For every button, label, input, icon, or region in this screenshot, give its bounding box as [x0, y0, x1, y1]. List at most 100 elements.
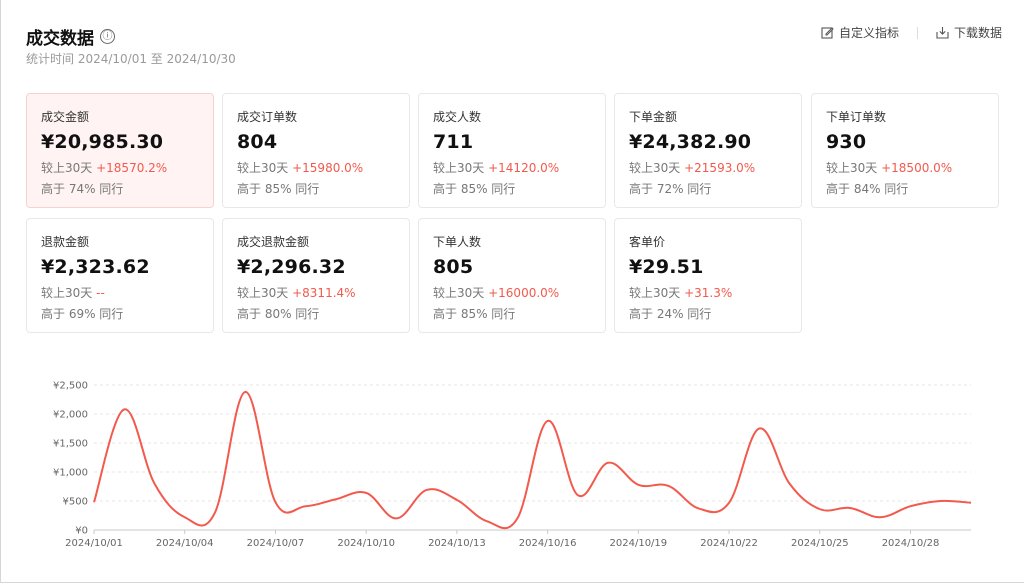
- metric-peer: 高于 69% 同行: [41, 307, 124, 321]
- data-point[interactable]: [605, 460, 611, 466]
- metric-card-refund-amount[interactable]: 退款金额 ¥2,323.62 较上30天 -- 高于 69% 同行: [26, 218, 214, 333]
- metric-peer: 高于 80% 同行: [237, 307, 320, 321]
- data-point[interactable]: [303, 503, 309, 509]
- metric-card-avg-order-value[interactable]: 客单价 ¥29.51 较上30天 +31.3% 高于 24% 同行: [614, 218, 802, 333]
- metric-delta: +21593.0%: [684, 161, 756, 175]
- metric-peer: 高于 84% 同行: [826, 182, 909, 196]
- data-point[interactable]: [363, 490, 369, 496]
- edit-icon: [821, 27, 834, 39]
- data-point[interactable]: [151, 481, 157, 487]
- data-point[interactable]: [817, 506, 823, 512]
- x-tick-label: 2024/10/22: [700, 538, 758, 549]
- metric-card-orders[interactable]: 成交订单数 804 较上30天 +15980.0% 高于 85% 同行: [222, 93, 410, 208]
- y-tick-label: ¥1,000: [53, 468, 88, 479]
- data-point[interactable]: [424, 487, 430, 493]
- page-title: 成交数据: [26, 29, 94, 49]
- info-icon[interactable]: ⓘ: [100, 29, 115, 44]
- metric-peer: 高于 72% 同行: [629, 182, 712, 196]
- data-point[interactable]: [787, 481, 793, 487]
- metric-card-gmv[interactable]: 成交金额 ¥20,985.30 较上30天 +18570.2% 高于 74% 同…: [26, 93, 214, 208]
- toolbar: 自定义指标 下载数据: [821, 24, 1002, 41]
- compare-prefix: 较上30天: [629, 286, 681, 300]
- toolbar-divider: [916, 26, 918, 39]
- metric-compare: 较上30天 +8311.4%: [237, 284, 395, 301]
- data-point[interactable]: [333, 496, 339, 502]
- metric-label: 下单人数: [433, 235, 482, 249]
- data-point[interactable]: [393, 515, 399, 521]
- metric-compare: 较上30天 +31.3%: [629, 284, 787, 301]
- metric-value: 805: [433, 256, 474, 278]
- data-point[interactable]: [726, 500, 732, 506]
- metric-compare: 较上30天 +18570.2%: [41, 159, 199, 176]
- custom-metrics-label: 自定义指标: [838, 26, 899, 40]
- data-point[interactable]: [212, 510, 218, 516]
- data-point[interactable]: [484, 518, 490, 524]
- compare-prefix: 较上30天: [826, 161, 878, 175]
- data-point[interactable]: [514, 515, 520, 521]
- download-data-button[interactable]: 下载数据: [936, 24, 1002, 41]
- metric-card-buyers[interactable]: 成交人数 711 较上30天 +14120.0% 高于 85% 同行: [418, 93, 606, 208]
- y-tick-label: ¥2,500: [53, 381, 88, 392]
- data-point[interactable]: [877, 514, 883, 520]
- date-range-text: 统计时间 2024/10/01 至 2024/10/30: [26, 52, 236, 66]
- metric-card-order-buyers[interactable]: 下单人数 805 较上30天 +16000.0% 高于 85% 同行: [418, 218, 606, 333]
- metric-card-order-amount[interactable]: 下单金额 ¥24,382.90 较上30天 +21593.0% 高于 72% 同…: [614, 93, 802, 208]
- x-tick-label: 2024/10/04: [156, 538, 214, 549]
- data-point[interactable]: [847, 505, 853, 511]
- x-tick-label: 2024/10/10: [337, 538, 395, 549]
- x-tick-label: 2024/10/25: [791, 538, 849, 549]
- y-tick-label: ¥0: [75, 526, 88, 537]
- data-point[interactable]: [756, 426, 762, 432]
- metric-label: 成交人数: [433, 110, 482, 124]
- data-point[interactable]: [121, 406, 127, 412]
- compare-prefix: 较上30天: [237, 161, 289, 175]
- metric-peer: 高于 85% 同行: [237, 182, 320, 196]
- metric-compare: 较上30天 +16000.0%: [433, 284, 591, 301]
- metric-delta: +15980.0%: [292, 161, 364, 175]
- metric-delta: +18500.0%: [881, 161, 953, 175]
- trend-line-chart[interactable]: ¥0 ¥500 ¥1,000 ¥1,500 ¥2,000 ¥2,500 2024/10/01…: [0, 370, 1024, 555]
- data-point[interactable]: [242, 389, 248, 395]
- compare-prefix: 较上30天: [433, 161, 485, 175]
- metric-label: 下单订单数: [826, 110, 887, 124]
- metric-delta: +18570.2%: [96, 161, 168, 175]
- data-point[interactable]: [182, 514, 188, 520]
- y-tick-label: ¥1,500: [53, 439, 88, 450]
- data-point[interactable]: [545, 418, 551, 424]
- metric-compare: 较上30天 +15980.0%: [237, 159, 395, 176]
- compare-prefix: 较上30天: [629, 161, 681, 175]
- metric-compare: 较上30天 +21593.0%: [629, 159, 787, 176]
- metric-label: 成交订单数: [237, 110, 298, 124]
- metric-value: ¥2,296.32: [237, 256, 346, 278]
- download-data-label: 下载数据: [953, 26, 1002, 40]
- data-point[interactable]: [696, 506, 702, 512]
- metric-card-placed-orders[interactable]: 下单订单数 930 较上30天 +18500.0% 高于 84% 同行: [811, 93, 999, 208]
- metric-label: 成交退款金额: [237, 235, 310, 249]
- metric-delta: +14120.0%: [488, 161, 560, 175]
- x-tick-label: 2024/10/28: [882, 538, 940, 549]
- data-point[interactable]: [91, 499, 97, 505]
- metric-card-settled-refund[interactable]: 成交退款金额 ¥2,296.32 较上30天 +8311.4% 高于 80% 同…: [222, 218, 410, 333]
- metric-label: 成交金额: [41, 110, 90, 124]
- series-line: [93, 390, 972, 530]
- data-point[interactable]: [635, 482, 641, 488]
- metric-peer: 高于 74% 同行: [41, 182, 124, 196]
- metric-delta: +16000.0%: [488, 286, 560, 300]
- data-point[interactable]: [938, 498, 944, 504]
- data-point[interactable]: [908, 503, 914, 509]
- metric-value: ¥24,382.90: [629, 131, 752, 153]
- compare-prefix: 较上30天: [41, 161, 93, 175]
- compare-prefix: 较上30天: [41, 286, 93, 300]
- data-point[interactable]: [454, 497, 460, 503]
- metric-label: 客单价: [629, 235, 666, 249]
- y-tick-label: ¥500: [63, 497, 88, 508]
- data-point[interactable]: [575, 492, 581, 498]
- window-left-border: [0, 0, 1, 583]
- data-point[interactable]: [272, 499, 278, 505]
- custom-metrics-button[interactable]: 自定义指标: [821, 24, 899, 41]
- data-point[interactable]: [666, 483, 672, 489]
- data-point[interactable]: [968, 500, 974, 506]
- metric-delta: +8311.4%: [292, 286, 356, 300]
- compare-prefix: 较上30天: [433, 286, 485, 300]
- compare-prefix: 较上30天: [237, 286, 289, 300]
